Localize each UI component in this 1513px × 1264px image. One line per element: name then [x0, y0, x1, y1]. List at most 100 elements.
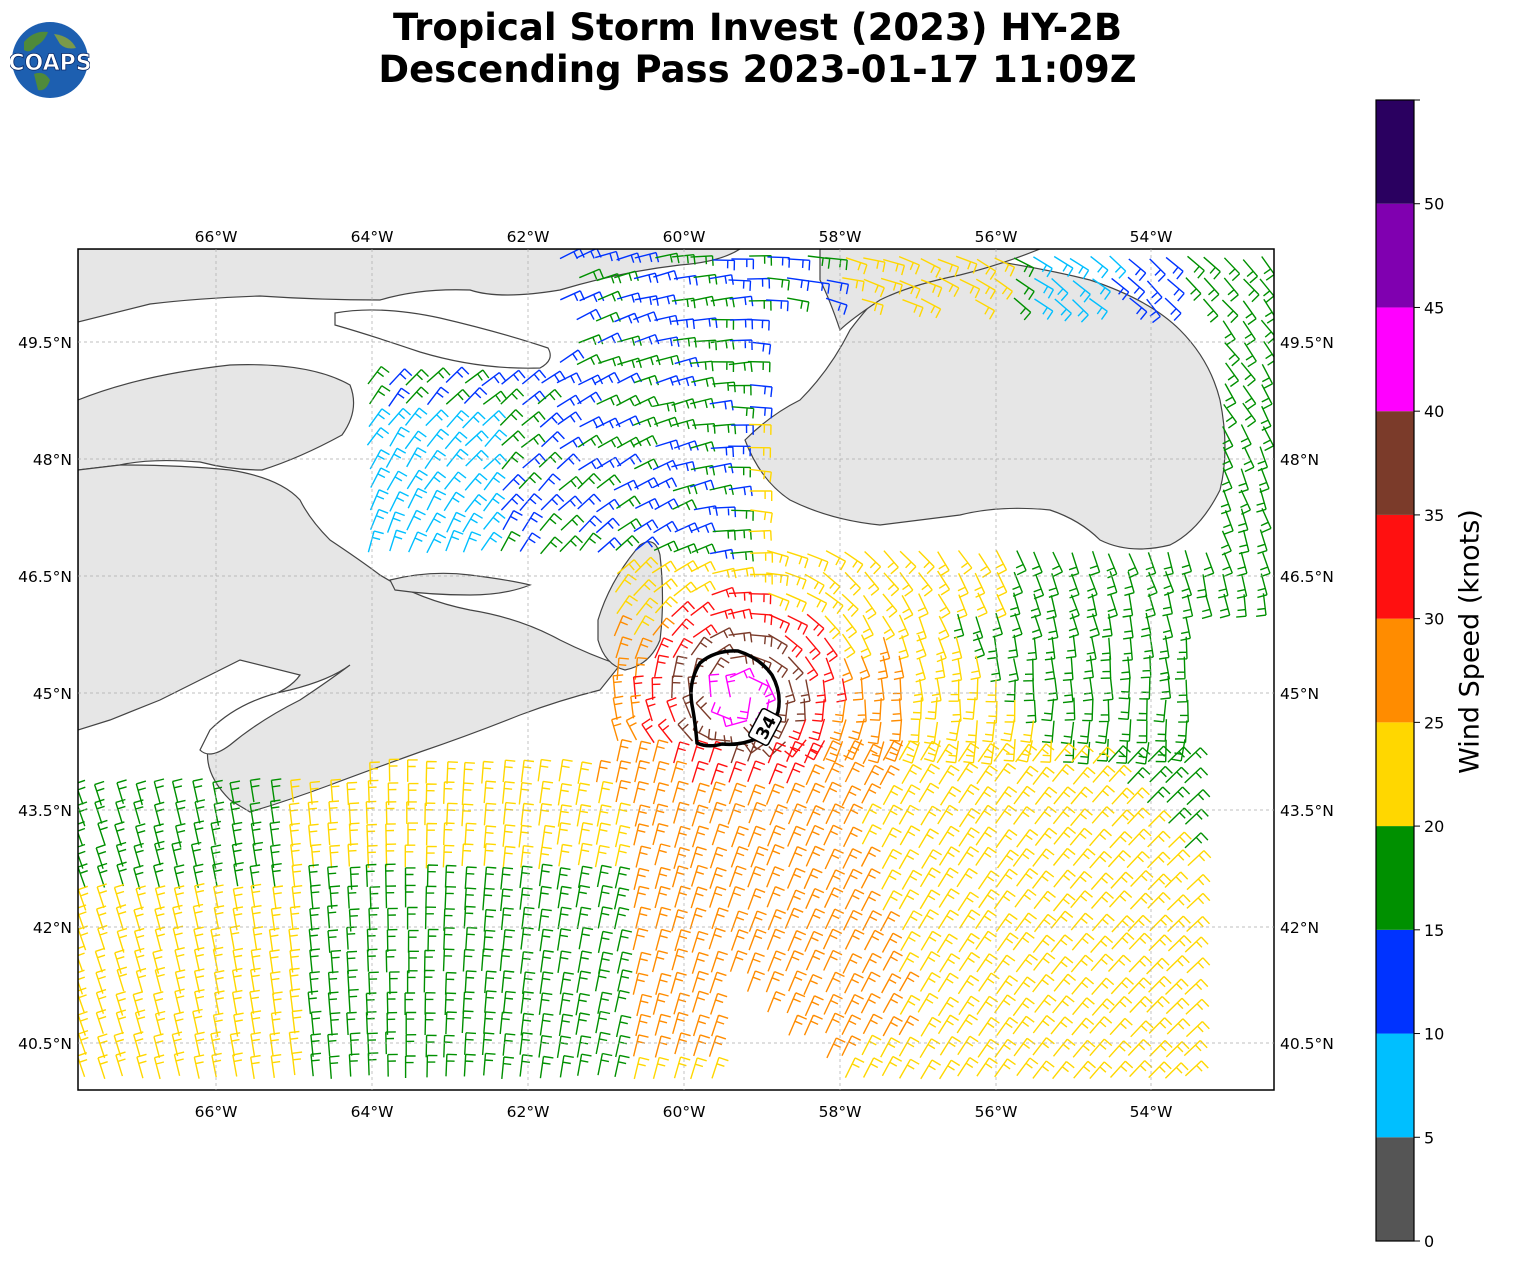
- wind-barb: [1165, 256, 1184, 280]
- wind-barb: [899, 994, 921, 1015]
- wind-barb: [691, 951, 709, 974]
- wind-barb: [482, 410, 507, 427]
- wind-barb: [443, 927, 455, 950]
- wind-barb: [404, 884, 416, 908]
- wind-barb: [389, 426, 410, 447]
- wind-barb: [1107, 850, 1132, 868]
- wind-barb: [709, 886, 727, 908]
- wind-barb: [634, 804, 651, 827]
- wind-barb: [614, 866, 631, 889]
- wind-barb: [615, 760, 631, 783]
- wind-barb: [577, 950, 592, 973]
- wind-barb: [938, 846, 960, 866]
- wind-barb: [729, 667, 755, 679]
- wind-barb: [193, 947, 205, 972]
- wind-barb: [407, 759, 418, 782]
- wind-barb: [153, 1033, 164, 1058]
- wind-barb: [1128, 955, 1152, 973]
- wind-barb: [769, 804, 788, 826]
- wind-barb: [615, 779, 631, 803]
- wind-barb: [806, 592, 828, 613]
- wind-barb: [444, 886, 457, 909]
- wind-barb: [173, 1011, 184, 1036]
- wind-barb: [1090, 255, 1109, 279]
- wind-barb: [308, 823, 319, 848]
- wind-barb: [937, 972, 959, 993]
- wind-barb: [614, 270, 639, 282]
- wind-barb: [249, 778, 261, 803]
- wind-barb: [652, 739, 669, 762]
- wind-barb: [844, 929, 865, 950]
- wind-barb: [883, 258, 906, 276]
- wind-barb: [1000, 719, 1015, 742]
- wind-barb: [653, 520, 679, 534]
- wind-barb: [369, 385, 391, 405]
- wind-barb: [882, 804, 903, 825]
- wind-barb: [288, 927, 300, 952]
- wind-barb: [945, 740, 959, 764]
- wind-barb: [612, 674, 624, 698]
- wind-barb: [595, 1031, 611, 1055]
- wind-barb: [520, 991, 534, 1014]
- wind-barb: [1218, 573, 1229, 599]
- wind-barb: [919, 950, 941, 971]
- wind-barb: [1128, 258, 1147, 282]
- lat-label-right: 42°N: [1280, 919, 1319, 937]
- wind-barb: [1180, 616, 1191, 641]
- wind-barb: [652, 992, 669, 1015]
- wind-barb: [540, 536, 563, 555]
- wind-barb: [425, 409, 449, 427]
- wind-barb: [1077, 721, 1091, 745]
- wind-barb: [461, 782, 474, 806]
- wind-barb: [709, 846, 728, 869]
- wind-barb: [920, 1016, 942, 1037]
- logo-text: COAPS: [10, 51, 90, 76]
- wind-barb: [270, 1011, 282, 1036]
- wind-barb: [616, 657, 629, 681]
- wind-barb: [1013, 297, 1032, 321]
- wind-barb: [231, 989, 243, 1015]
- wind-barb: [957, 742, 980, 762]
- wind-barb: [597, 930, 613, 954]
- wind-barb: [750, 845, 769, 868]
- wind-barb: [1016, 765, 1039, 785]
- wind-barb: [154, 906, 165, 931]
- wind-barb: [805, 635, 821, 661]
- wind-barb: [673, 440, 699, 451]
- wind-barb: [557, 885, 572, 909]
- wind-barb: [787, 930, 807, 952]
- wind-barb: [901, 869, 923, 890]
- wind-barb: [484, 970, 497, 994]
- wind-barb: [115, 1051, 126, 1077]
- wind-barb: [1052, 893, 1076, 912]
- wind-barb: [193, 1054, 205, 1079]
- wind-barb: [634, 657, 648, 680]
- wind-barb: [556, 1035, 571, 1059]
- wind-barb: [1106, 571, 1118, 596]
- wind-barb: [557, 950, 572, 974]
- wind-barb: [484, 990, 497, 1013]
- wind-barb: [502, 824, 516, 847]
- wind-barb: [767, 277, 790, 291]
- wind-barb: [672, 780, 689, 803]
- wind-barb: [784, 739, 807, 758]
- wind-barb: [577, 391, 602, 405]
- wind-barb: [559, 535, 583, 553]
- wind-barb: [994, 762, 1017, 782]
- wind-barb: [594, 844, 610, 868]
- wind-barb: [671, 418, 697, 430]
- wind-barb: [882, 1015, 903, 1037]
- wind-barb: [1260, 508, 1272, 534]
- wind-barb: [1089, 550, 1101, 576]
- wind-barb: [891, 698, 902, 722]
- wind-barb: [917, 992, 939, 1013]
- wind-barb: [78, 925, 89, 951]
- wind-barb: [655, 972, 672, 995]
- wind-barb: [674, 1032, 691, 1055]
- wind-barb: [172, 904, 183, 930]
- wind-barb: [976, 592, 988, 618]
- wind-barb: [558, 475, 583, 491]
- wind-barb: [595, 517, 620, 534]
- wind-barb: [289, 905, 301, 930]
- wind-barb: [784, 635, 803, 658]
